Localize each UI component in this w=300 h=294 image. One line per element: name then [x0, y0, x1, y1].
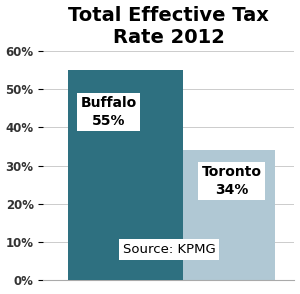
Text: Buffalo
55%: Buffalo 55%: [81, 96, 137, 128]
Bar: [161, 150, 275, 280]
Text: Source: KPMG: Source: KPMG: [122, 243, 215, 256]
Bar: [68, 70, 183, 280]
Title: Total Effective Tax
Rate 2012: Total Effective Tax Rate 2012: [68, 6, 269, 46]
Text: Toronto
34%: Toronto 34%: [202, 165, 262, 197]
